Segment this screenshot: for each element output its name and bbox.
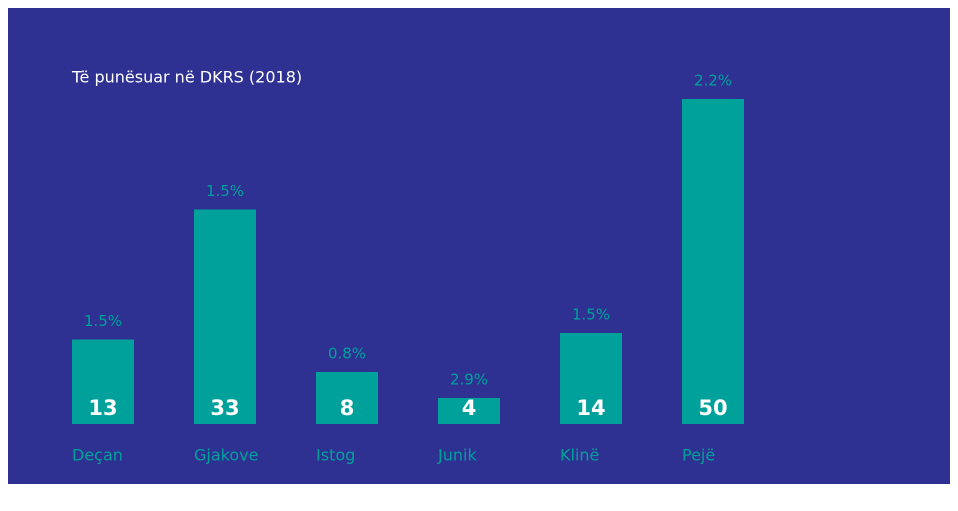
x-tick-label: Junik: [437, 446, 477, 465]
percent-label: 2.2%: [694, 72, 732, 90]
bar: [560, 333, 622, 424]
bar: [682, 99, 744, 424]
value-label: 50: [698, 396, 727, 420]
x-tick-label: Deçan: [72, 446, 123, 465]
value-label: 8: [340, 396, 355, 420]
value-label: 4: [462, 396, 477, 420]
bar: [316, 372, 378, 424]
value-label: 14: [576, 396, 605, 420]
value-label: 13: [88, 396, 117, 420]
chart-title: Të punësuar në DKRS (2018): [71, 68, 302, 87]
percent-label: 0.8%: [328, 345, 366, 363]
percent-label: 1.5%: [84, 312, 122, 330]
percent-label: 2.9%: [450, 371, 488, 389]
x-tick-label: Istog: [316, 446, 355, 465]
x-tick-label: Gjakove: [194, 446, 258, 465]
x-tick-label: Klinë: [560, 446, 599, 465]
value-label: 33: [210, 396, 239, 420]
bar: [72, 339, 134, 424]
bar: [438, 398, 500, 424]
x-tick-label: Pejë: [682, 446, 715, 465]
percent-label: 1.5%: [206, 182, 244, 200]
percent-label: 1.5%: [572, 306, 610, 324]
bar: [194, 209, 256, 424]
